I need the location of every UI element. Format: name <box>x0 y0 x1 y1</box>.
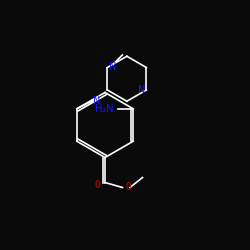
Text: O: O <box>94 180 100 190</box>
Text: N: N <box>93 96 100 106</box>
Text: O: O <box>125 182 131 192</box>
Text: N: N <box>138 85 145 95</box>
Text: H₂N: H₂N <box>94 104 113 114</box>
Text: N: N <box>109 62 116 72</box>
